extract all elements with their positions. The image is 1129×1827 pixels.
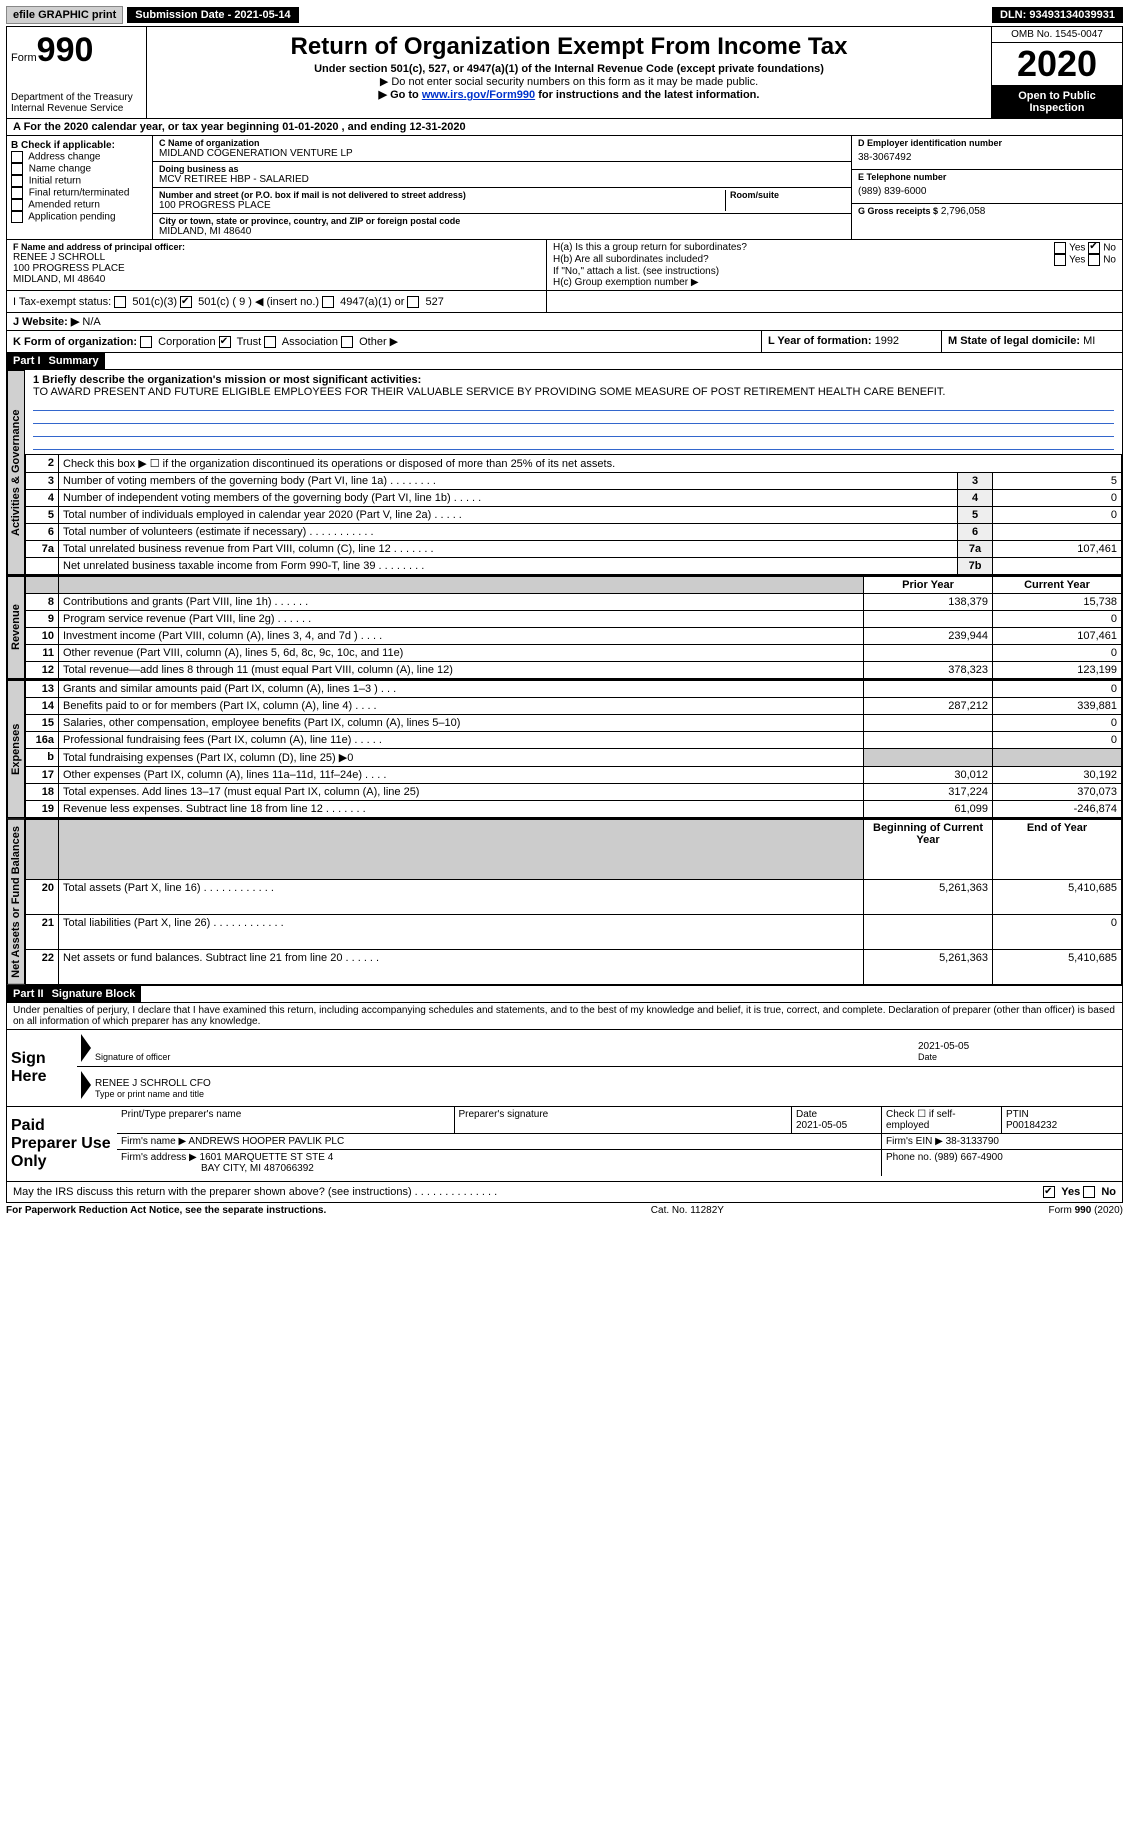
boxk-checkbox[interactable] bbox=[219, 336, 231, 348]
box-c-addr: Number and street (or P.O. box if mail i… bbox=[153, 188, 851, 214]
boxb-checkbox[interactable] bbox=[11, 151, 23, 163]
subtitle-1: Under section 501(c), 527, or 4947(a)(1)… bbox=[153, 63, 985, 75]
subtitle-2: ▶ Do not enter social security numbers o… bbox=[153, 75, 985, 88]
box-m: M State of legal domicile: MI bbox=[942, 331, 1122, 352]
box-f: F Name and address of principal officer:… bbox=[7, 240, 547, 290]
form-number: Form990 bbox=[11, 31, 142, 70]
net-assets-section: Net Assets or Fund Balances Beginning of… bbox=[6, 819, 1123, 986]
4947-checkbox[interactable] bbox=[322, 296, 334, 308]
hb-yes-checkbox[interactable] bbox=[1054, 254, 1066, 266]
boxb-checkbox[interactable] bbox=[11, 199, 23, 211]
vtab-net-assets: Net Assets or Fund Balances bbox=[7, 819, 25, 985]
dln: DLN: 93493134039931 bbox=[992, 7, 1123, 23]
sign-here-label: Sign Here bbox=[7, 1030, 77, 1106]
governance-section: Activities & Governance 1 Briefly descri… bbox=[6, 370, 1123, 576]
line-a: A For the 2020 calendar year, or tax yea… bbox=[6, 119, 1123, 136]
tax-year: 2020 bbox=[992, 43, 1122, 86]
box-k: K Form of organization: Corporation Trus… bbox=[7, 331, 762, 352]
501c3-checkbox[interactable] bbox=[114, 296, 126, 308]
arrow-icon bbox=[81, 1071, 91, 1099]
part-2-header: Part IISignature Block bbox=[6, 986, 1123, 1003]
box-c-name: C Name of organization MIDLAND COGENERAT… bbox=[153, 136, 851, 162]
boxb-checkbox[interactable] bbox=[11, 163, 23, 175]
revenue-table: Prior YearCurrent Year8Contributions and… bbox=[25, 576, 1122, 679]
irs-link[interactable]: www.irs.gov/Form990 bbox=[422, 89, 535, 101]
paid-preparer-label: Paid Preparer Use Only bbox=[7, 1107, 117, 1181]
boxk-checkbox[interactable] bbox=[341, 336, 353, 348]
form-title: Return of Organization Exempt From Incom… bbox=[153, 33, 985, 61]
vtab-expenses: Expenses bbox=[7, 680, 25, 818]
boxes-f-h: F Name and address of principal officer:… bbox=[6, 240, 1123, 291]
paid-preparer-block: Paid Preparer Use Only Print/Type prepar… bbox=[6, 1107, 1123, 1182]
efile-button[interactable]: efile GRAPHIC print bbox=[6, 6, 123, 24]
boxb-checkbox[interactable] bbox=[11, 175, 23, 187]
box-c-dba: Doing business as MCV RETIREE HBP - SALA… bbox=[153, 162, 851, 188]
perjury-statement: Under penalties of perjury, I declare th… bbox=[6, 1003, 1123, 1030]
sign-here-block: Sign Here Signature of officer 2021-05-0… bbox=[6, 1030, 1123, 1107]
part-1-header: Part ISummary bbox=[6, 353, 1123, 370]
discuss-yes-checkbox[interactable] bbox=[1043, 1186, 1055, 1198]
ha-yes-checkbox[interactable] bbox=[1054, 242, 1066, 254]
boxk-checkbox[interactable] bbox=[264, 336, 276, 348]
vtab-governance: Activities & Governance bbox=[7, 370, 25, 575]
box-klm: K Form of organization: Corporation Trus… bbox=[6, 331, 1123, 353]
open-to-public: Open to Public Inspection bbox=[992, 86, 1122, 118]
expenses-section: Expenses 13Grants and similar amounts pa… bbox=[6, 680, 1123, 819]
box-h: H(a) Is this a group return for subordin… bbox=[547, 240, 1122, 290]
box-g: G Gross receipts $ 2,796,058 bbox=[852, 204, 1122, 219]
submission-date: Submission Date - 2021-05-14 bbox=[127, 7, 298, 23]
boxb-checkbox[interactable] bbox=[11, 211, 23, 223]
net-assets-table: Beginning of Current YearEnd of Year20To… bbox=[25, 819, 1122, 985]
toolbar: efile GRAPHIC print Submission Date - 20… bbox=[6, 6, 1123, 24]
box-b: B Check if applicable: Address change Na… bbox=[7, 136, 153, 239]
ha-no-checkbox[interactable] bbox=[1088, 242, 1100, 254]
form-header: Form990 Department of the Treasury Inter… bbox=[6, 26, 1123, 119]
box-e: E Telephone number (989) 839-6000 bbox=[852, 170, 1122, 204]
hb-no-checkbox[interactable] bbox=[1088, 254, 1100, 266]
omb-number: OMB No. 1545-0047 bbox=[992, 27, 1122, 43]
boxk-checkbox[interactable] bbox=[140, 336, 152, 348]
dept-label: Department of the Treasury Internal Reve… bbox=[11, 92, 142, 114]
box-j: J Website: ▶ N/A bbox=[6, 313, 1123, 331]
discuss-row: May the IRS discuss this return with the… bbox=[6, 1182, 1123, 1203]
entity-info: B Check if applicable: Address change Na… bbox=[6, 136, 1123, 240]
subtitle-3: ▶ Go to www.irs.gov/Form990 for instruct… bbox=[153, 88, 985, 101]
box-c-city: City or town, state or province, country… bbox=[153, 214, 851, 239]
box-i-row: I Tax-exempt status: 501(c)(3) 501(c) ( … bbox=[6, 291, 1123, 313]
governance-table: 2Check this box ▶ ☐ if the organization … bbox=[25, 454, 1122, 575]
box-l: L Year of formation: 1992 bbox=[762, 331, 942, 352]
vtab-revenue: Revenue bbox=[7, 576, 25, 679]
501c-checkbox[interactable] bbox=[180, 296, 192, 308]
527-checkbox[interactable] bbox=[407, 296, 419, 308]
boxb-checkbox[interactable] bbox=[11, 187, 23, 199]
page-footer: For Paperwork Reduction Act Notice, see … bbox=[6, 1203, 1123, 1216]
box-d: D Employer identification number 38-3067… bbox=[852, 136, 1122, 170]
discuss-no-checkbox[interactable] bbox=[1083, 1186, 1095, 1198]
arrow-icon bbox=[81, 1034, 91, 1062]
expenses-table: 13Grants and similar amounts paid (Part … bbox=[25, 680, 1122, 818]
revenue-section: Revenue Prior YearCurrent Year8Contribut… bbox=[6, 576, 1123, 680]
